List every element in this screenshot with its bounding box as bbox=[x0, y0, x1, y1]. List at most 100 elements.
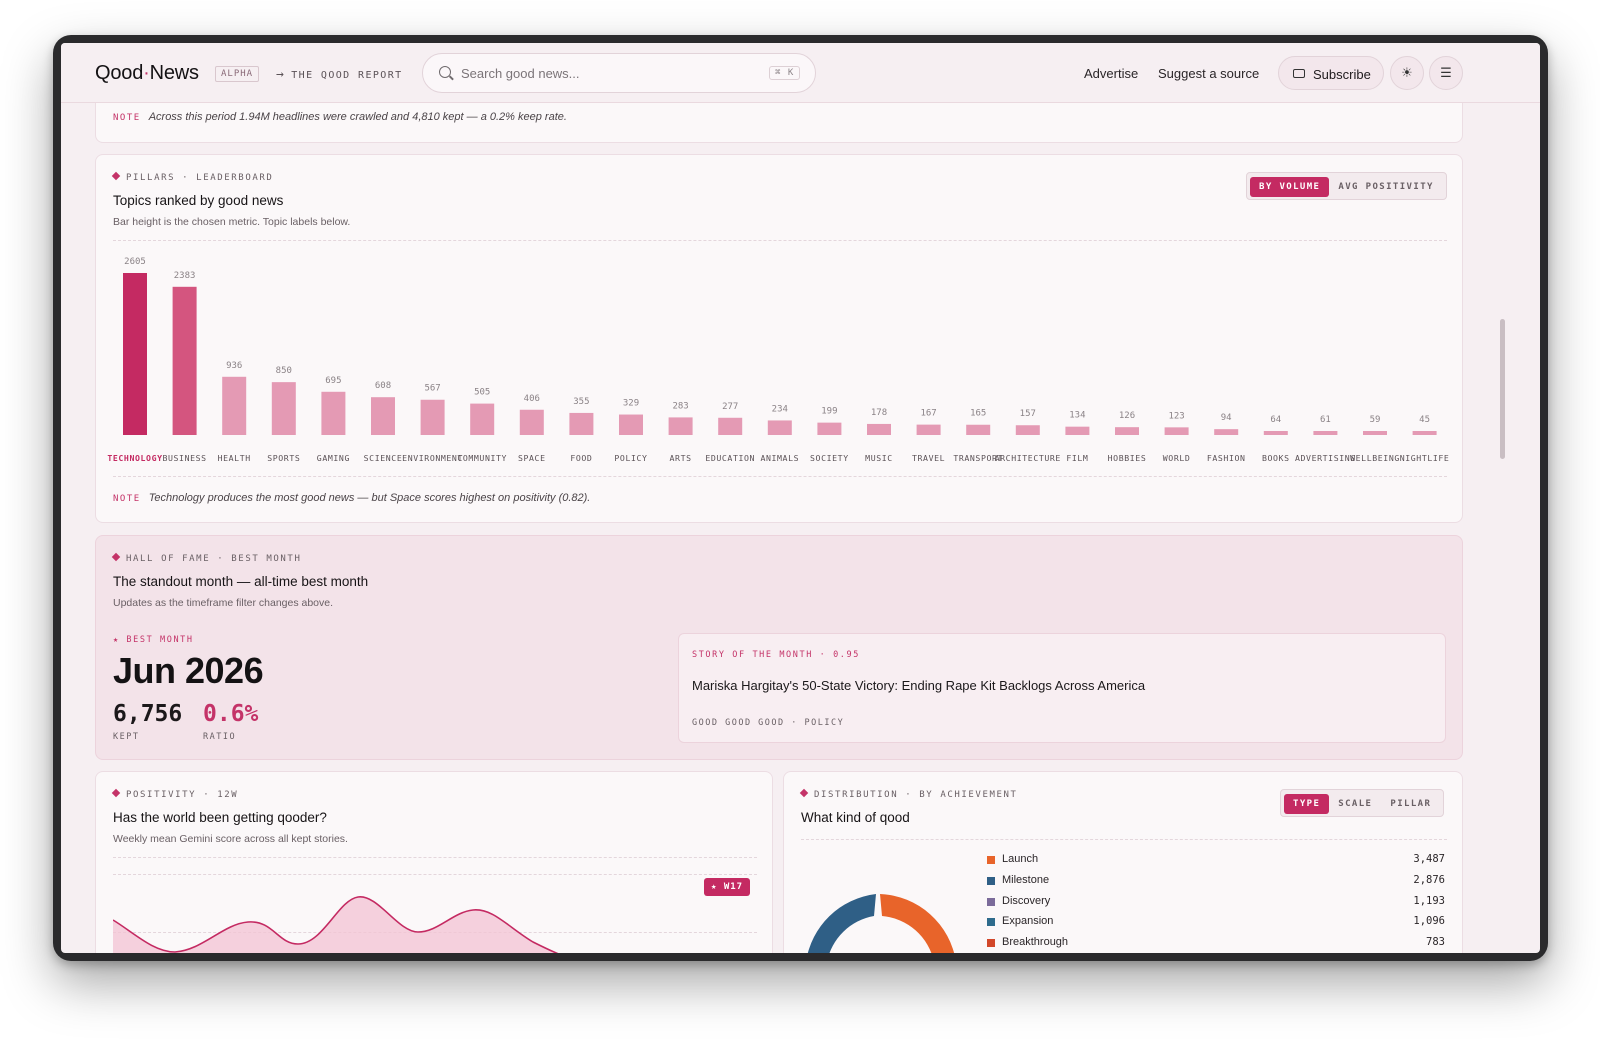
bar-film[interactable] bbox=[1065, 426, 1090, 435]
topic-label[interactable]: HEALTH bbox=[218, 453, 251, 463]
ratio-label: RATIO bbox=[203, 732, 237, 742]
story-eyebrow: STORY OF THE MONTH · 0.95 bbox=[692, 650, 860, 660]
topic-label[interactable]: FOOD bbox=[570, 453, 592, 463]
topic-label[interactable]: POLICY bbox=[614, 453, 647, 463]
bar-value-label: 167 bbox=[920, 409, 936, 419]
legend-swatch bbox=[987, 918, 995, 927]
topic-label[interactable]: MUSIC bbox=[865, 453, 893, 463]
pillars-note: NOTE Technology produces the most good ne… bbox=[113, 492, 590, 504]
menu-icon: ☰ bbox=[1440, 65, 1452, 80]
topic-label[interactable]: ARTS bbox=[670, 453, 692, 463]
topic-label[interactable]: SPORTS bbox=[267, 453, 300, 463]
advertise-link[interactable]: Advertise bbox=[1084, 66, 1139, 81]
bar-space[interactable] bbox=[519, 409, 544, 435]
avg-positivity-option[interactable]: AVG POSITIVITY bbox=[1338, 182, 1434, 192]
topic-label[interactable]: COMMUNITY bbox=[457, 453, 507, 463]
topic-label[interactable]: SOCIETY bbox=[810, 453, 849, 463]
type-option[interactable]: TYPE bbox=[1284, 794, 1330, 814]
legend-swatch bbox=[987, 897, 995, 906]
bar-food[interactable] bbox=[569, 412, 594, 435]
bar-science[interactable] bbox=[371, 397, 395, 435]
topic-label[interactable]: ENVIRONMENT bbox=[402, 453, 463, 463]
bar-value-label: 2383 bbox=[174, 271, 196, 281]
topic-label[interactable]: NIGHTLIFE bbox=[1400, 453, 1450, 463]
scale-option[interactable]: SCALE bbox=[1338, 799, 1373, 809]
bar-technology[interactable] bbox=[123, 273, 147, 435]
topic-label[interactable]: SPACE bbox=[518, 453, 546, 463]
positivity-subtitle: Weekly mean Gemini score across all kept… bbox=[113, 833, 348, 845]
search-input[interactable] bbox=[461, 63, 751, 83]
topic-label[interactable]: FASHION bbox=[1207, 453, 1246, 463]
legend-swatch bbox=[987, 876, 995, 885]
story-title[interactable]: Mariska Hargitay's 50-State Victory: End… bbox=[692, 678, 1146, 693]
bar-music[interactable] bbox=[867, 423, 891, 435]
by-volume-option[interactable]: BY VOLUME bbox=[1250, 177, 1330, 197]
brand-logo[interactable]: Qood·News bbox=[95, 62, 199, 85]
topic-label[interactable]: TECHNOLOGY bbox=[107, 453, 162, 463]
bar-value-label: 199 bbox=[821, 407, 837, 417]
pillar-option[interactable]: PILLAR bbox=[1390, 799, 1432, 809]
browser-viewport: Qood·News ALPHA → THE QOOD REPORT ⌘ K Adv… bbox=[61, 43, 1540, 953]
bar-value-label: 567 bbox=[424, 384, 440, 394]
topic-label[interactable]: HOBBIES bbox=[1108, 453, 1147, 463]
distribution-eyebrow-text: DISTRIBUTION · BY ACHIEVEMENT bbox=[814, 790, 1018, 800]
topic-label[interactable]: TRAVEL bbox=[912, 453, 945, 463]
story-of-month-card[interactable]: STORY OF THE MONTH · 0.95 Mariska Hargit… bbox=[678, 633, 1446, 743]
topic-label[interactable]: WELLBEING bbox=[1350, 453, 1400, 463]
bar-value-label: 329 bbox=[623, 399, 639, 409]
bar-fashion[interactable] bbox=[1214, 429, 1239, 435]
bar-architecture[interactable] bbox=[1015, 425, 1040, 435]
bar-environment[interactable] bbox=[420, 399, 445, 435]
legend-item-launch[interactable]: Launch 3,487 bbox=[987, 853, 1445, 869]
theme-toggle-button[interactable]: ☀ bbox=[1390, 56, 1424, 90]
bar-value-label: 277 bbox=[722, 402, 738, 412]
legend-item-discovery[interactable]: Discovery 1,193 bbox=[987, 895, 1445, 911]
bar-community[interactable] bbox=[470, 403, 495, 435]
bar-travel[interactable] bbox=[916, 424, 941, 435]
topic-label[interactable]: TRANSPORT bbox=[953, 453, 1003, 463]
bar-hobbies[interactable] bbox=[1115, 427, 1139, 435]
menu-button[interactable]: ☰ bbox=[1429, 56, 1463, 90]
bar-world[interactable] bbox=[1164, 427, 1189, 435]
positivity-title: Has the world been getting qooder? bbox=[113, 810, 327, 825]
note-tag: NOTE bbox=[113, 113, 141, 123]
week-badge[interactable]: ★ W17 bbox=[704, 878, 751, 896]
bar-value-label: 61 bbox=[1320, 415, 1331, 425]
bar-arts[interactable] bbox=[668, 417, 693, 435]
bar-animals[interactable] bbox=[767, 420, 792, 435]
topic-label[interactable]: ADVERTISING bbox=[1295, 453, 1356, 463]
legend-swatch bbox=[987, 939, 995, 948]
legend-item-breakthrough[interactable]: Breakthrough 783 bbox=[987, 936, 1445, 952]
bar-gaming[interactable] bbox=[321, 391, 346, 435]
bar-wellbeing[interactable] bbox=[1363, 431, 1387, 435]
bar-business[interactable] bbox=[172, 286, 197, 435]
bar-education[interactable] bbox=[718, 417, 743, 435]
topic-label[interactable]: GAMING bbox=[317, 453, 350, 463]
report-link[interactable]: → THE QOOD REPORT bbox=[276, 67, 403, 82]
bar-value-label: 283 bbox=[672, 401, 688, 411]
topic-label[interactable]: ARCHITECTURE bbox=[995, 453, 1061, 463]
topic-label[interactable]: FILM bbox=[1066, 453, 1088, 463]
bar-books[interactable] bbox=[1263, 431, 1288, 435]
subscribe-button[interactable]: Subscribe bbox=[1278, 56, 1384, 90]
topic-label[interactable]: WORLD bbox=[1163, 453, 1191, 463]
bar-health[interactable] bbox=[222, 376, 247, 435]
scrollbar-thumb[interactable] bbox=[1500, 319, 1505, 459]
bar-policy[interactable] bbox=[619, 414, 643, 435]
bar-society[interactable] bbox=[817, 422, 842, 435]
topic-label[interactable]: BUSINESS bbox=[162, 453, 206, 463]
legend-item-milestone[interactable]: Milestone 2,876 bbox=[987, 874, 1445, 890]
bar-advertising[interactable] bbox=[1313, 431, 1338, 435]
topic-label[interactable]: ANIMALS bbox=[760, 453, 799, 463]
topic-label[interactable]: EDUCATION bbox=[705, 453, 755, 463]
brand-left: Qood bbox=[95, 62, 144, 84]
topic-label[interactable]: BOOKS bbox=[1262, 453, 1290, 463]
topic-label[interactable]: SCIENCE bbox=[364, 453, 403, 463]
legend-item-expansion[interactable]: Expansion 1,096 bbox=[987, 915, 1445, 931]
bar-nightlife[interactable] bbox=[1412, 431, 1437, 435]
bar-transport[interactable] bbox=[966, 424, 991, 435]
bar-sports[interactable] bbox=[271, 382, 296, 435]
suggest-source-link[interactable]: Suggest a source bbox=[1158, 66, 1260, 81]
search-box[interactable]: ⌘ K bbox=[422, 53, 816, 93]
search-shortcut-hint: ⌘ K bbox=[769, 66, 801, 80]
